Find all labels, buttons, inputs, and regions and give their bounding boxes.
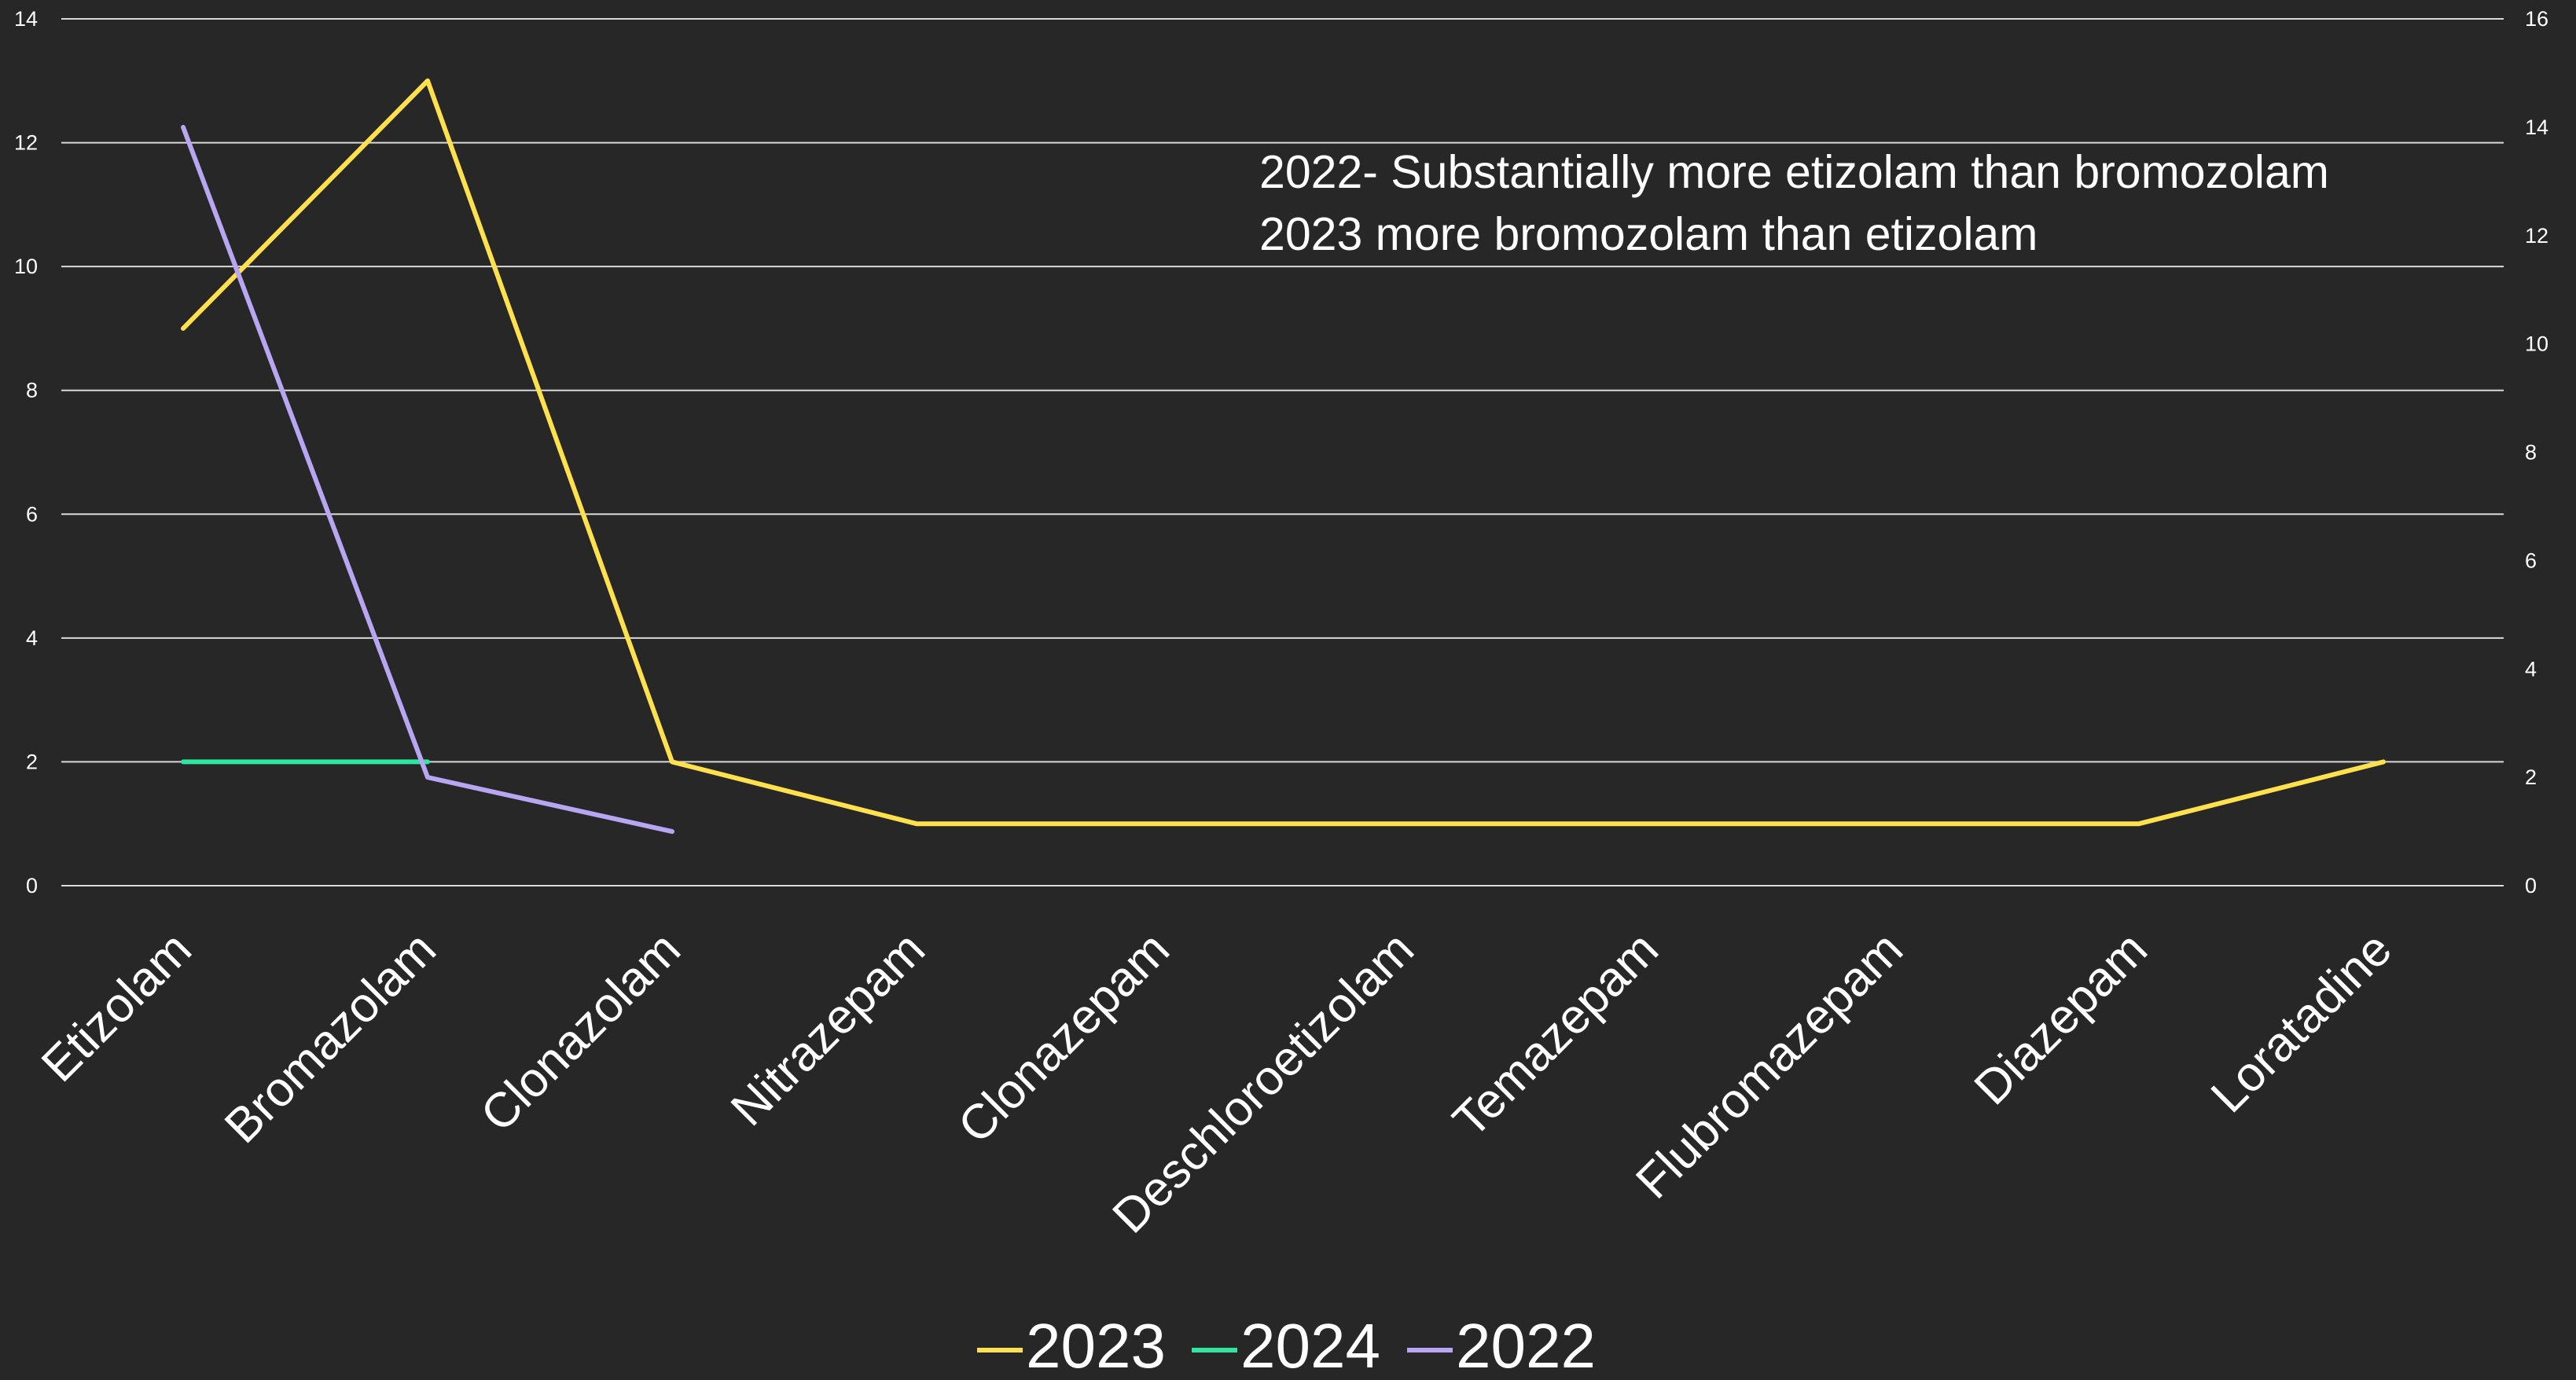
x-tick-label: Bromazolam (215, 922, 446, 1154)
y-tick-label-right: 16 (2525, 7, 2548, 31)
y-tick-label-right: 14 (2525, 116, 2548, 139)
series-line-2023 (181, 78, 2386, 827)
legend-label-2024: 2024 (1240, 1311, 1380, 1376)
left-axis: 0 2 4 6 8 10 12 14 (14, 7, 38, 897)
x-tick-label: Nitrazepam (721, 922, 935, 1136)
y-tick-label-left: 12 (14, 131, 38, 155)
legend-label-2023: 2023 (1026, 1311, 1166, 1376)
gridlines (61, 18, 2504, 886)
x-tick-label: Etizolam (31, 922, 202, 1092)
y-tick-label-right: 0 (2525, 874, 2537, 897)
y-tick-label-right: 2 (2525, 765, 2537, 789)
y-tick-label-left: 4 (26, 626, 38, 650)
legend-label-2022: 2022 (1456, 1311, 1596, 1376)
y-tick-label-right: 4 (2525, 657, 2537, 681)
y-tick-label-right: 8 (2525, 441, 2537, 464)
series-lines (181, 78, 2386, 835)
series-line-2022 (181, 124, 674, 835)
y-tick-label-left: 14 (14, 7, 38, 31)
x-axis-labels: Etizolam Bromazolam Clonazolam Nitrazepam Cl… (31, 922, 2402, 1243)
y-tick-label-left: 0 (26, 874, 38, 897)
annotation-line-1: 2022- Substantially more etizolam than b… (1259, 146, 2329, 198)
right-axis: 0 2 4 6 8 10 12 14 16 (2525, 7, 2548, 897)
annotation-line-2: 2023 more bromozolam than etizolam (1259, 208, 2038, 260)
y-tick-label-right: 6 (2525, 549, 2537, 572)
y-tick-label-left: 8 (26, 379, 38, 402)
x-tick-label: Diazepam (1964, 922, 2158, 1115)
y-tick-label-right: 10 (2525, 332, 2548, 356)
y-tick-label-left: 6 (26, 502, 38, 526)
y-tick-label-left: 2 (26, 750, 38, 773)
y-tick-label-left: 10 (14, 255, 38, 278)
x-tick-label: Temazepam (1442, 922, 1669, 1148)
x-tick-label: Clonazolam (471, 922, 691, 1142)
x-tick-label: Loratadine (2201, 922, 2402, 1123)
x-tick-label: Clonazepam (948, 922, 1180, 1154)
x-tick-label: Flubromazepam (1626, 922, 1913, 1209)
y-tick-label-right: 12 (2525, 224, 2548, 248)
legend: 2023 2024 2022 (977, 1311, 1596, 1380)
